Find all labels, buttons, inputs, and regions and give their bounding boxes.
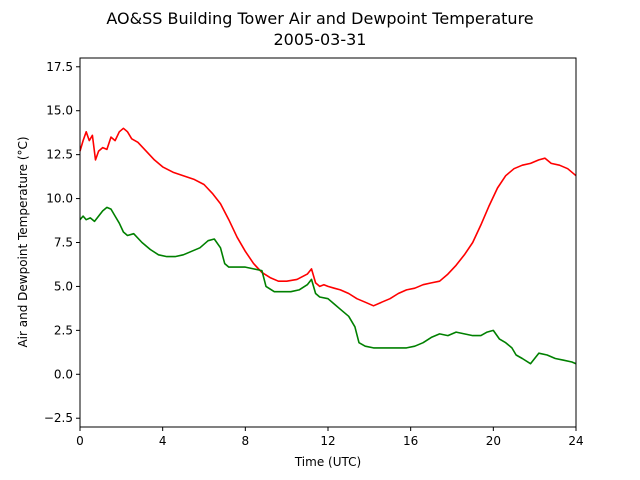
x-axis-label: Time (UTC) [294,455,361,469]
y-axis-ticks: −2.5 0.0 2.5 5.0 7.5 10.0 12.5 15.0 17.5 [44,60,80,425]
y-tick-label: 17.5 [46,60,73,74]
y-tick-label: 0.0 [54,367,73,381]
x-axis-ticks: 0 4 8 12 16 20 24 [76,427,584,448]
chart-subtitle: 2005-03-31 [274,30,367,49]
x-tick-label: 12 [320,434,335,448]
plot-frame [79,57,577,428]
x-tick-label: 0 [76,434,84,448]
y-tick-label: −2.5 [44,411,73,425]
x-tick-label: 16 [403,434,418,448]
series-line-2 [79,206,577,365]
x-tick-label: 20 [486,434,501,448]
y-tick-label: 7.5 [54,236,73,250]
y-tick-label: 12.5 [46,148,73,162]
series-layer [79,127,577,365]
y-tick-label: 15.0 [46,104,73,118]
y-axis-label: Air and Dewpoint Temperature (°C) [16,136,30,347]
x-tick-label: 8 [242,434,250,448]
y-tick-label: 5.0 [54,279,73,293]
chart-title: AO&SS Building Tower Air and Dewpoint Te… [106,9,533,28]
x-tick-label: 4 [159,434,167,448]
x-tick-label: 24 [568,434,583,448]
y-tick-label: 2.5 [54,323,73,337]
series-line-1 [79,127,577,307]
y-tick-label: 10.0 [46,192,73,206]
